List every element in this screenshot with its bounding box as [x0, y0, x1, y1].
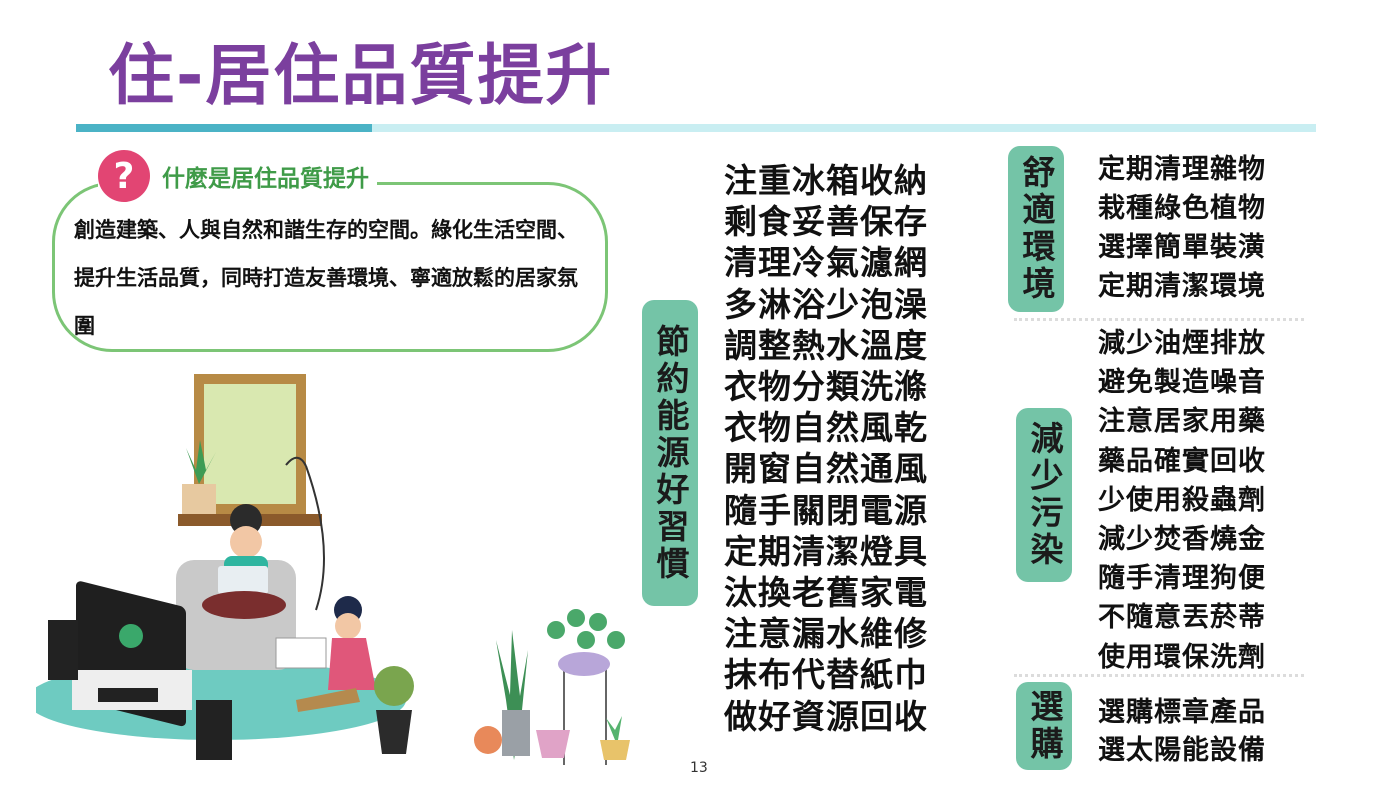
list-item: 隨手清理狗便 — [1098, 563, 1266, 595]
energy-saving-label: 節約能源好習慣 — [642, 300, 698, 606]
list-item: 衣物分類洗滌 — [724, 367, 928, 407]
definition-text: 創造建築、人與自然和諧生存的空間。綠化生活空間、提升生活品質，同時打造友善環境、… — [74, 218, 578, 338]
list-item: 減少焚香燒金 — [1098, 524, 1266, 556]
pollution-list: 減少油煙排放 避免製造噪音 注意居家用藥 藥品確實回收 少使用殺蟲劑 減少焚香燒… — [1098, 324, 1266, 677]
section-divider — [1014, 674, 1304, 677]
title-underline-accent — [76, 124, 372, 132]
list-item: 少使用殺蟲劑 — [1098, 484, 1266, 516]
list-item: 不隨意丟菸蒂 — [1098, 602, 1266, 634]
list-item: 避免製造噪音 — [1098, 367, 1266, 399]
list-item: 抹布代替紙巾 — [724, 655, 928, 695]
list-item: 衣物自然風乾 — [724, 408, 928, 448]
list-item: 選太陽能設備 — [1098, 735, 1266, 766]
list-item: 定期清潔環境 — [1098, 271, 1266, 302]
list-item: 開窗自然通風 — [724, 449, 928, 489]
purchase-list: 選購標章產品 選太陽能設備 — [1098, 694, 1266, 770]
list-item: 使用環保洗劑 — [1098, 641, 1266, 673]
section-divider — [1014, 318, 1304, 321]
title-underline — [372, 124, 1316, 132]
definition-heading-wrap: ? 什麼是居住品質提升 — [98, 150, 377, 202]
list-item: 選擇簡單裝潢 — [1098, 232, 1266, 263]
list-item: 選購標章產品 — [1098, 697, 1266, 728]
list-item: 栽種綠色植物 — [1098, 193, 1266, 224]
page-number: 13 — [690, 760, 708, 776]
living-room-illustration — [36, 374, 414, 760]
reduce-pollution-label: 減少污染 — [1016, 408, 1072, 582]
energy-saving-list: 注重冰箱收納 剩食妥善保存 清理冷氣濾網 多淋浴少泡澡 調整熱水溫度 衣物分類洗… — [724, 160, 928, 737]
potted-plants-illustration — [474, 609, 630, 765]
list-item: 做好資源回收 — [724, 696, 928, 736]
list-item: 隨手關閉電源 — [724, 490, 928, 530]
page-title: 住-居住品質提升 — [108, 37, 614, 114]
list-item: 注意漏水維修 — [724, 614, 928, 654]
definition-heading: 什麼是居住品質提升 — [162, 166, 369, 192]
list-item: 剩食妥善保存 — [724, 202, 928, 242]
list-item: 減少油煙排放 — [1098, 328, 1266, 359]
list-item: 調整熱水溫度 — [724, 325, 928, 365]
list-item: 定期清潔燈具 — [724, 531, 928, 571]
purchase-label: 選購 — [1016, 682, 1072, 770]
list-item: 清理冷氣濾網 — [724, 243, 928, 283]
list-item: 汰換老舊家電 — [724, 573, 928, 613]
comfort-list: 定期清理雜物 栽種綠色植物 選擇簡單裝潢 定期清潔環境 — [1098, 150, 1266, 306]
list-item: 定期清理雜物 — [1098, 154, 1266, 185]
list-item: 注意居家用藥 — [1098, 406, 1266, 438]
question-mark-icon: ? — [98, 150, 150, 202]
list-item: 藥品確實回收 — [1098, 445, 1266, 477]
list-item: 注重冰箱收納 — [724, 161, 928, 200]
list-item: 多淋浴少泡澡 — [724, 284, 928, 324]
comfort-environment-label: 舒適環境 — [1008, 146, 1064, 312]
